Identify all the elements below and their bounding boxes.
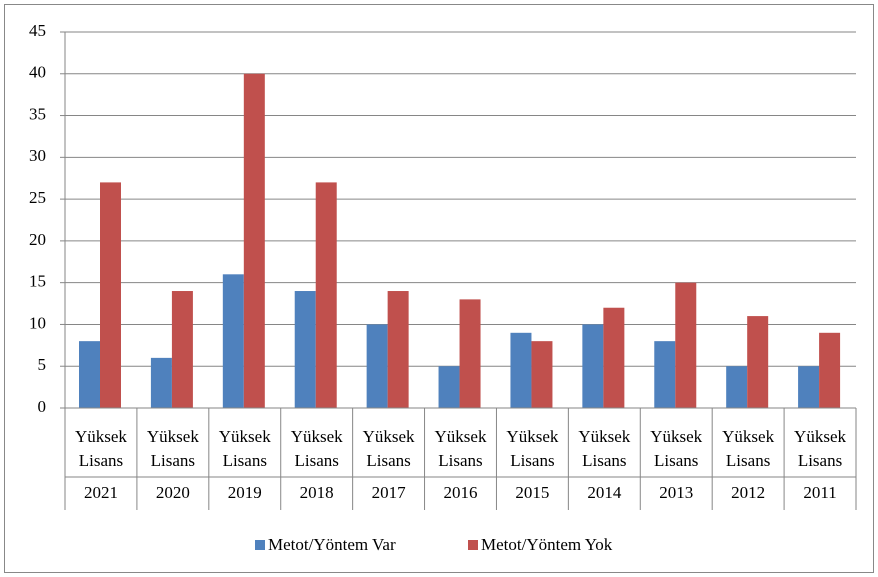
- x-tick-label: Yüksek Lisans: [722, 427, 775, 470]
- chart-border: [4, 4, 874, 573]
- bar: [294, 291, 316, 408]
- y-tick-label: 40: [29, 63, 46, 82]
- bar: [459, 299, 481, 408]
- x-tick-label: Yüksek Lisans: [362, 427, 415, 470]
- bar: [531, 341, 553, 408]
- x-group-label: 2012: [731, 483, 765, 502]
- bar: [243, 73, 265, 409]
- bar: [366, 324, 388, 408]
- bar: [819, 332, 841, 408]
- x-tick-label: Yüksek Lisans: [506, 427, 559, 470]
- y-tick-label: 5: [38, 355, 47, 374]
- x-group-label: 2014: [587, 483, 622, 502]
- y-tick-label: 30: [29, 146, 46, 165]
- bar: [315, 182, 337, 408]
- bar: [603, 307, 625, 408]
- bar: [387, 291, 409, 408]
- bar: [438, 366, 460, 408]
- x-group-label: 2017: [372, 483, 407, 502]
- bar: [582, 324, 604, 408]
- bar: [79, 341, 100, 408]
- legend-label: Metot/Yöntem Var: [268, 535, 396, 554]
- y-tick-label: 10: [29, 313, 46, 332]
- y-tick-label: 25: [29, 188, 46, 207]
- bar: [654, 341, 676, 408]
- bar: [222, 274, 244, 408]
- legend-swatch: [468, 540, 478, 550]
- y-tick-label: 15: [29, 272, 46, 291]
- x-group-label: 2019: [228, 483, 262, 502]
- x-tick-label: Yüksek Lisans: [74, 427, 127, 470]
- bar: [747, 316, 769, 408]
- x-tick-label: Yüksek Lisans: [434, 427, 487, 470]
- x-group-label: 2015: [515, 483, 549, 502]
- bar: [171, 291, 193, 408]
- y-tick-label: 20: [29, 230, 46, 249]
- legend-swatch: [255, 540, 265, 550]
- x-group-label: 2021: [84, 483, 118, 502]
- bar: [510, 332, 532, 408]
- x-tick-label: Yüksek Lisans: [146, 427, 199, 470]
- bar: [675, 282, 697, 408]
- bar: [726, 366, 748, 408]
- y-tick-label: 45: [29, 21, 46, 40]
- x-tick-label: Yüksek Lisans: [218, 427, 271, 470]
- x-tick-label: Yüksek Lisans: [290, 427, 343, 470]
- y-tick-label: 35: [29, 104, 46, 123]
- x-group-label: 2016: [444, 483, 478, 502]
- bar: [798, 366, 820, 408]
- x-group-label: 2013: [659, 483, 693, 502]
- legend-label: Metot/Yöntem Yok: [481, 535, 613, 554]
- x-group-label: 2018: [300, 483, 334, 502]
- bar: [100, 182, 121, 408]
- x-group-label: 2020: [156, 483, 190, 502]
- x-group-label: 2011: [803, 483, 836, 502]
- x-tick-label: Yüksek Lisans: [794, 427, 846, 470]
- x-tick-label: Yüksek Lisans: [578, 427, 631, 470]
- x-tick-label: Yüksek Lisans: [650, 427, 703, 470]
- y-tick-label: 0: [38, 397, 47, 416]
- bar: [150, 357, 172, 408]
